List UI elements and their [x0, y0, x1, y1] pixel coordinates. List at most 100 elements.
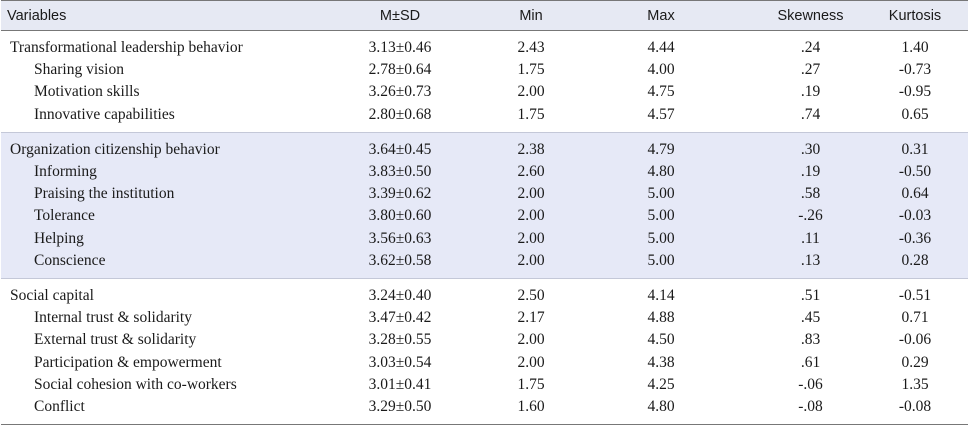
table-row: Participation & empowerment 3.03±0.54 2.00… — [1, 351, 968, 373]
header-max: Max — [563, 0, 759, 31]
cell-variable: Transformational leadership behavior — [10, 39, 243, 57]
cell-kurtosis: -0.08 — [862, 395, 968, 425]
table-group-header-row: Social capital 3.24±0.40 2.50 4.14.51 -0.51 — [1, 277, 968, 308]
cell-mean-sd: 3.64±0.45 — [301, 131, 499, 161]
cell-variable: Innovative capabilities — [34, 105, 175, 123]
cell-kurtosis: 0.31 — [862, 131, 968, 161]
table-row: Conscience 3.62±0.58 2.00 5.00.13 0.28 — [1, 249, 968, 279]
cell-skewness: -.06 — [798, 375, 823, 393]
cell-min: 2.00 — [499, 205, 563, 228]
cell-min: 2.00 — [517, 353, 545, 371]
cell-min: 2.50 — [499, 277, 563, 308]
cell-min: 2.00 — [499, 249, 563, 279]
cell-skewness: .51 — [759, 277, 862, 308]
cell-max: 4.80 — [563, 160, 759, 184]
cell-skewness: -.26 — [759, 205, 862, 228]
cell-mean-sd: 3.26±0.73 — [368, 83, 432, 101]
cell-kurtosis: 0.28 — [862, 249, 968, 279]
cell-variable: Internal trust & solidarity — [34, 309, 192, 327]
cell-mean-sd: 3.80±0.60 — [301, 205, 499, 228]
cell-skewness: .30 — [759, 131, 862, 161]
cell-skewness: -.08 — [759, 395, 862, 425]
table-row: Informing 3.83±0.50 2.60 4.80.19 -0.50 — [1, 160, 968, 184]
table-row: Social cohesion with co-workers 3.01±0.41… — [1, 374, 968, 396]
cell-variable: Conscience — [1, 249, 301, 279]
cell-max: 4.00 — [647, 61, 675, 79]
cell-min: 2.60 — [499, 160, 563, 184]
cell-variable: Participation & empowerment — [34, 353, 222, 371]
table-row: External trust & solidarity 3.28±0.55 2.00… — [1, 329, 968, 351]
table-row: Conflict 3.29±0.50 1.60 4.80 -.08 -0.08 — [1, 395, 968, 425]
cell-mean-sd: 3.83±0.50 — [301, 160, 499, 184]
header-kurtosis: Kurtosis — [862, 0, 968, 31]
cell-kurtosis: 0.65 — [901, 105, 929, 123]
cell-mean-sd: 3.01±0.41 — [368, 375, 432, 393]
cell-skewness: .19 — [759, 160, 862, 184]
cell-kurtosis: -0.03 — [862, 205, 968, 228]
cell-kurtosis: 0.71 — [901, 309, 929, 327]
cell-skewness: .83 — [800, 331, 821, 349]
cell-min: 1.75 — [517, 105, 545, 123]
cell-kurtosis: -0.50 — [862, 160, 968, 184]
cell-min: 1.60 — [499, 395, 563, 425]
cell-variable: Praising the institution — [1, 183, 301, 206]
cell-max: 4.38 — [647, 353, 675, 371]
cell-skewness: .58 — [759, 183, 862, 206]
cell-max: 4.79 — [563, 131, 759, 161]
cell-skewness: .19 — [800, 83, 821, 101]
cell-variable: Informing — [1, 160, 301, 184]
cell-max: 4.57 — [647, 105, 675, 123]
cell-mean-sd: 2.78±0.64 — [368, 61, 432, 79]
cell-variable: Helping — [1, 227, 301, 250]
cell-kurtosis: -0.36 — [862, 227, 968, 250]
cell-mean-sd: 3.56±0.63 — [301, 227, 499, 250]
cell-max: 4.25 — [647, 375, 675, 393]
cell-kurtosis: 1.35 — [901, 375, 929, 393]
table-row: Tolerance 3.80±0.60 2.00 5.00 -.26 -0.03 — [1, 205, 968, 228]
cell-variable: Social cohesion with co-workers — [34, 375, 237, 393]
cell-mean-sd: 3.03±0.54 — [368, 353, 432, 371]
cell-skewness: .11 — [759, 227, 862, 250]
cell-skewness: .24 — [800, 39, 821, 57]
header-mean-sd: M±SD — [301, 0, 499, 31]
cell-variable: Conflict — [1, 395, 301, 425]
cell-max: 4.88 — [647, 309, 675, 327]
cell-max: 4.44 — [647, 39, 675, 57]
header-skewness: Skewness — [759, 0, 862, 31]
table-row: Helping 3.56±0.63 2.00 5.00.11 -0.36 — [1, 227, 968, 250]
header-variables: Variables — [1, 0, 301, 31]
cell-min: 1.75 — [517, 61, 545, 79]
cell-skewness: .27 — [800, 61, 821, 79]
cell-min: 2.00 — [517, 83, 545, 101]
table-group-header-row: Transformational leadership behavior 3.13… — [1, 31, 968, 60]
cell-mean-sd: 3.62±0.58 — [301, 249, 499, 279]
cell-kurtosis: -0.95 — [898, 83, 932, 101]
table-row: Innovative capabilities 2.80±0.68 1.75 4.57… — [1, 104, 968, 133]
cell-mean-sd: 3.28±0.55 — [368, 331, 432, 349]
table-row: Praising the institution 3.39±0.62 2.00 5.0… — [1, 183, 968, 206]
cell-max: 4.80 — [563, 395, 759, 425]
table-group-header-row: Organization citizenship behavior 3.64±0.… — [1, 131, 968, 161]
cell-mean-sd: 3.24±0.40 — [301, 277, 499, 308]
table-row: Internal trust & solidarity 3.47±0.42 2.17… — [1, 307, 968, 329]
table-row: Motivation skills 3.26±0.73 2.00 4.75 .19 -0.… — [1, 81, 968, 103]
cell-min: 2.00 — [499, 183, 563, 206]
cell-min: 2.00 — [517, 331, 545, 349]
cell-max: 4.14 — [563, 277, 759, 308]
cell-skewness: .13 — [759, 249, 862, 279]
table-body: Transformational leadership behavior 3.13… — [1, 31, 968, 425]
cell-variable: Organization citizenship behavior — [1, 131, 301, 161]
cell-kurtosis: 0.64 — [862, 183, 968, 206]
cell-mean-sd: 3.47±0.42 — [368, 309, 432, 327]
cell-min: 2.00 — [499, 227, 563, 250]
cell-mean-sd: 3.13±0.46 — [368, 39, 432, 57]
header-row: Variables M±SD Min Max Skewness Kurtosis — [1, 0, 968, 31]
cell-kurtosis: -0.51 — [862, 277, 968, 308]
cell-kurtosis: 1.40 — [901, 39, 929, 57]
cell-skewness: .45 — [800, 309, 821, 327]
cell-kurtosis: -0.06 — [898, 331, 932, 349]
cell-mean-sd: 3.39±0.62 — [301, 183, 499, 206]
cell-skewness: .61 — [800, 353, 821, 371]
